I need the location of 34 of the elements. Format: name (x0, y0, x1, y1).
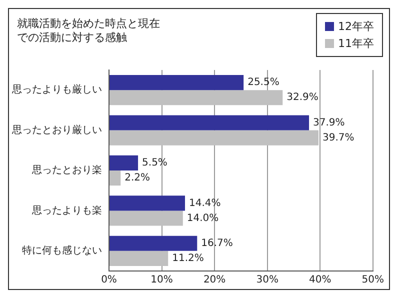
data-label: 14.0% (186, 212, 219, 224)
legend-label: 12年卒 (338, 19, 374, 34)
bar (110, 90, 283, 106)
x-tick-label: 20% (203, 274, 226, 286)
bar (110, 196, 185, 211)
data-label: 14.4% (189, 198, 221, 209)
data-label: 25.5% (248, 77, 280, 88)
y-tick-label: 思ったとおり厳しい (11, 124, 102, 136)
bar (110, 155, 138, 170)
data-label: 37.9% (313, 117, 345, 128)
bar (110, 115, 310, 130)
data-label: 32.9% (286, 92, 318, 104)
legend-label: 11年卒 (338, 36, 374, 51)
data-label: 39.7% (322, 132, 354, 144)
x-tick-label: 50% (362, 274, 384, 286)
bar (110, 210, 183, 226)
bar (110, 170, 121, 186)
bar (110, 75, 244, 90)
bar (110, 236, 198, 251)
bar (110, 130, 319, 146)
data-label: 2.2% (124, 172, 150, 184)
x-tick-label: 40% (308, 274, 332, 286)
x-tick-label: 0% (101, 274, 117, 286)
x-tick-label: 30% (256, 274, 278, 286)
x-tick-label: 10% (150, 274, 173, 286)
y-tick-label: 思ったよりも楽 (31, 204, 102, 216)
bar (110, 250, 168, 266)
data-label: 5.5% (142, 158, 168, 169)
y-tick-label: 思ったよりも厳しい (11, 84, 102, 96)
data-label: 16.7% (201, 238, 233, 249)
y-tick-label: 特に何も感じない (22, 244, 102, 256)
y-tick-label: 思ったとおり楽 (31, 164, 102, 176)
data-label: 11.2% (172, 253, 204, 264)
chart-title: 就職活動を始めた時点と現在での活動に対する感触 (17, 16, 161, 46)
